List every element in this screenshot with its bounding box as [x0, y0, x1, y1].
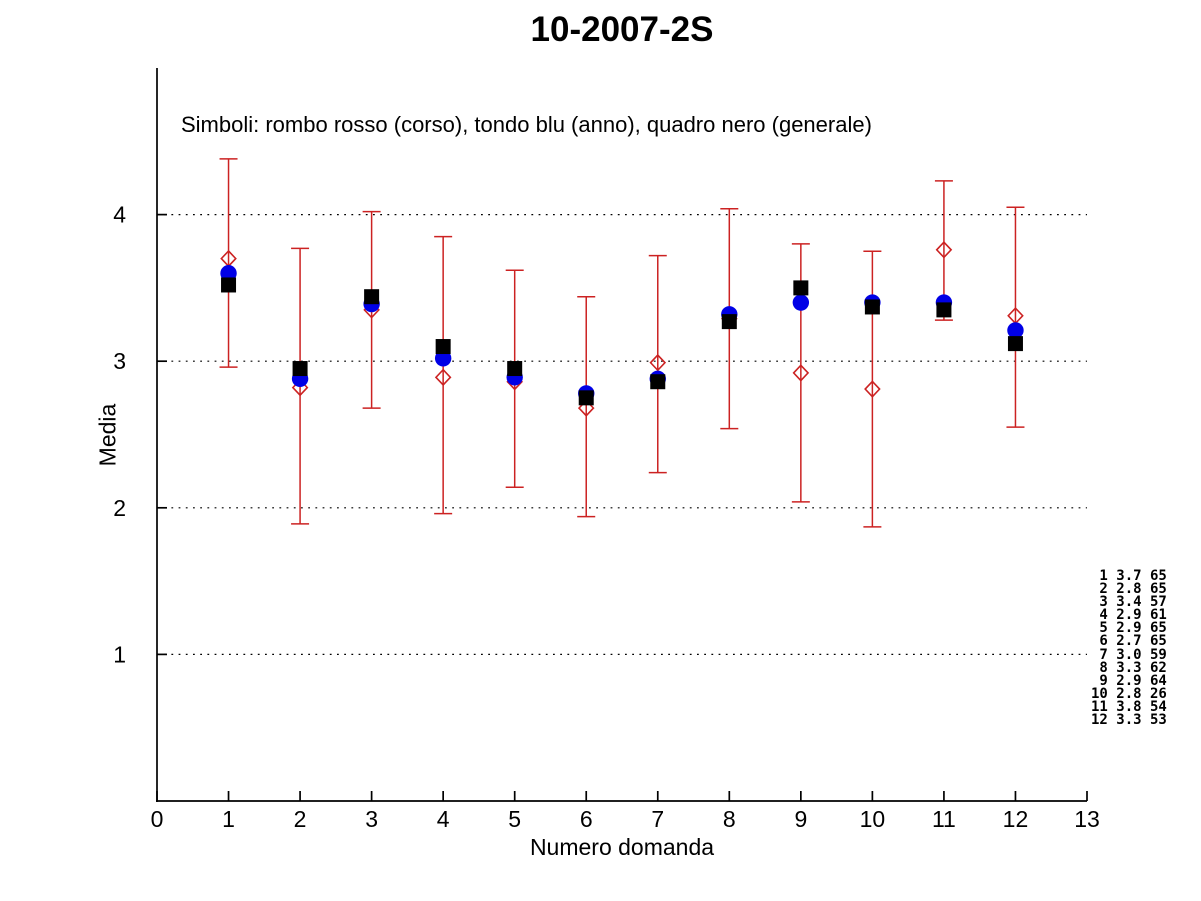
x-tick-label: 6 — [580, 806, 593, 832]
square-marker-generale — [435, 339, 451, 355]
y-tick-label: 3 — [113, 348, 126, 374]
x-tick-label: 9 — [794, 806, 807, 832]
x-tick-label: 7 — [651, 806, 664, 832]
side-data-table: 1 3.7 65 2 2.8 65 3 3.4 57 4 2.9 61 5 2.… — [1091, 568, 1167, 729]
square-marker-generale — [364, 289, 380, 305]
square-marker-generale — [292, 361, 308, 377]
x-tick-label: 5 — [508, 806, 521, 832]
symbols-legend-text: Simboli: rombo rosso (corso), tondo blu … — [181, 112, 872, 137]
square-marker-generale — [864, 299, 880, 315]
x-tick-label: 12 — [1003, 806, 1029, 832]
x-tick-label: 2 — [294, 806, 307, 832]
diamond-marker-corso — [935, 241, 953, 259]
square-marker-generale — [650, 374, 666, 390]
square-marker-generale — [578, 390, 594, 406]
circle-marker-anno — [792, 294, 810, 311]
y-tick-label: 2 — [113, 495, 126, 521]
square-marker-generale — [221, 277, 237, 293]
diamond-marker-corso — [792, 364, 810, 382]
x-tick-label: 1 — [222, 806, 235, 832]
x-tick-label: 0 — [151, 806, 164, 832]
x-tick-label: 13 — [1074, 806, 1100, 832]
x-tick-label: 4 — [437, 806, 450, 832]
x-tick-label: 8 — [723, 806, 736, 832]
square-marker-generale — [936, 302, 952, 318]
square-marker-generale — [793, 280, 809, 296]
square-marker-generale — [1007, 336, 1023, 352]
circle-marker-anno — [434, 350, 452, 367]
diamond-marker-corso — [577, 399, 595, 417]
circle-marker-anno — [1007, 322, 1024, 339]
square-marker-generale — [721, 314, 737, 330]
square-marker-generale — [507, 361, 523, 377]
x-tick-label: 3 — [365, 806, 378, 832]
x-tick-label: 11 — [932, 806, 956, 832]
circle-marker-anno — [220, 265, 237, 282]
y-tick-label: 4 — [113, 202, 126, 228]
y-tick-label: 1 — [113, 641, 126, 667]
x-tick-label: 10 — [860, 806, 886, 832]
x-axis-label: Numero domanda — [529, 834, 715, 860]
diamond-marker-corso — [649, 353, 667, 372]
y-axis-label: Media — [94, 403, 121, 467]
diamond-marker-corso — [864, 380, 881, 398]
diamond-marker-corso — [434, 368, 452, 387]
chart-title: 10-2007-2S — [530, 10, 714, 49]
